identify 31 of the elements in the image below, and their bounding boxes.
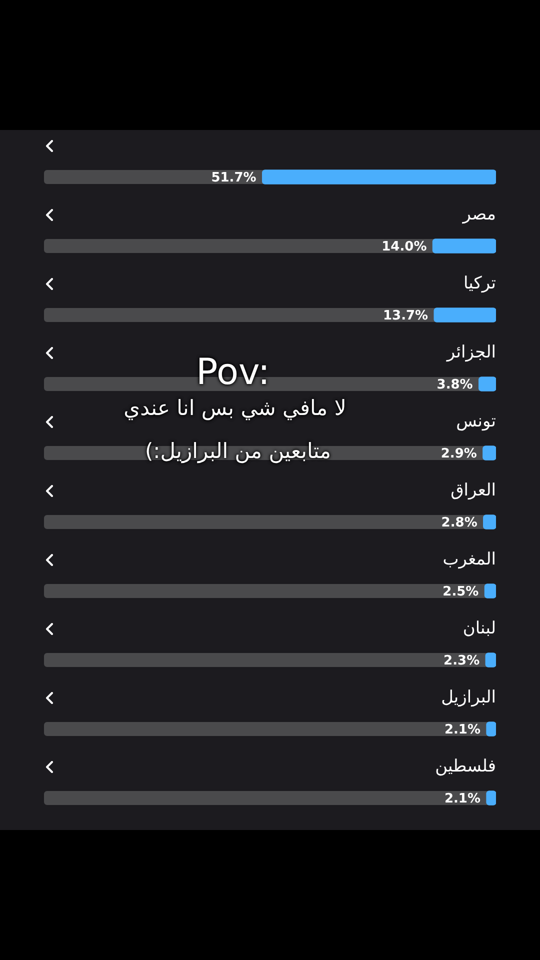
annotation: لا مافي شي بس انا عندي	[122, 395, 348, 422]
data-label: 2.9%	[440, 446, 477, 462]
bar	[432, 238, 496, 254]
y-tick-label: لبنان	[462, 618, 496, 638]
y-tick-label: العراق	[450, 480, 496, 500]
data-label: 2.8%	[441, 515, 478, 530]
bar	[484, 584, 496, 598]
data-label: 51.7%	[211, 170, 256, 186]
y-tick-label: تركيا	[463, 273, 496, 294]
bar	[486, 790, 496, 806]
y-tick-label: البرازيل	[441, 687, 496, 708]
data-label: 2.3%	[444, 653, 480, 668]
data-label: 14.0%	[382, 239, 427, 254]
bar	[485, 652, 496, 668]
bar	[486, 722, 496, 736]
data-label: 2.1%	[444, 722, 481, 738]
y-tick-label: المغرب	[442, 549, 496, 570]
y-tick-label: تونس	[456, 411, 496, 432]
annotation: Pov:	[195, 350, 271, 395]
bar	[434, 308, 496, 322]
bar	[482, 446, 496, 460]
y-tick-label: مصر	[462, 204, 496, 224]
annotation: متابعين من البرازيل:)	[144, 438, 332, 466]
data-label: 2.1%	[444, 791, 481, 806]
data-label: 3.8%	[436, 377, 473, 392]
bar	[483, 514, 496, 530]
y-tick-label: الجزائر	[446, 342, 496, 362]
data-label: 2.5%	[442, 584, 479, 600]
y-tick-label: فلسطين	[435, 756, 496, 776]
data-label: 13.7%	[382, 308, 428, 324]
bar	[478, 376, 496, 392]
